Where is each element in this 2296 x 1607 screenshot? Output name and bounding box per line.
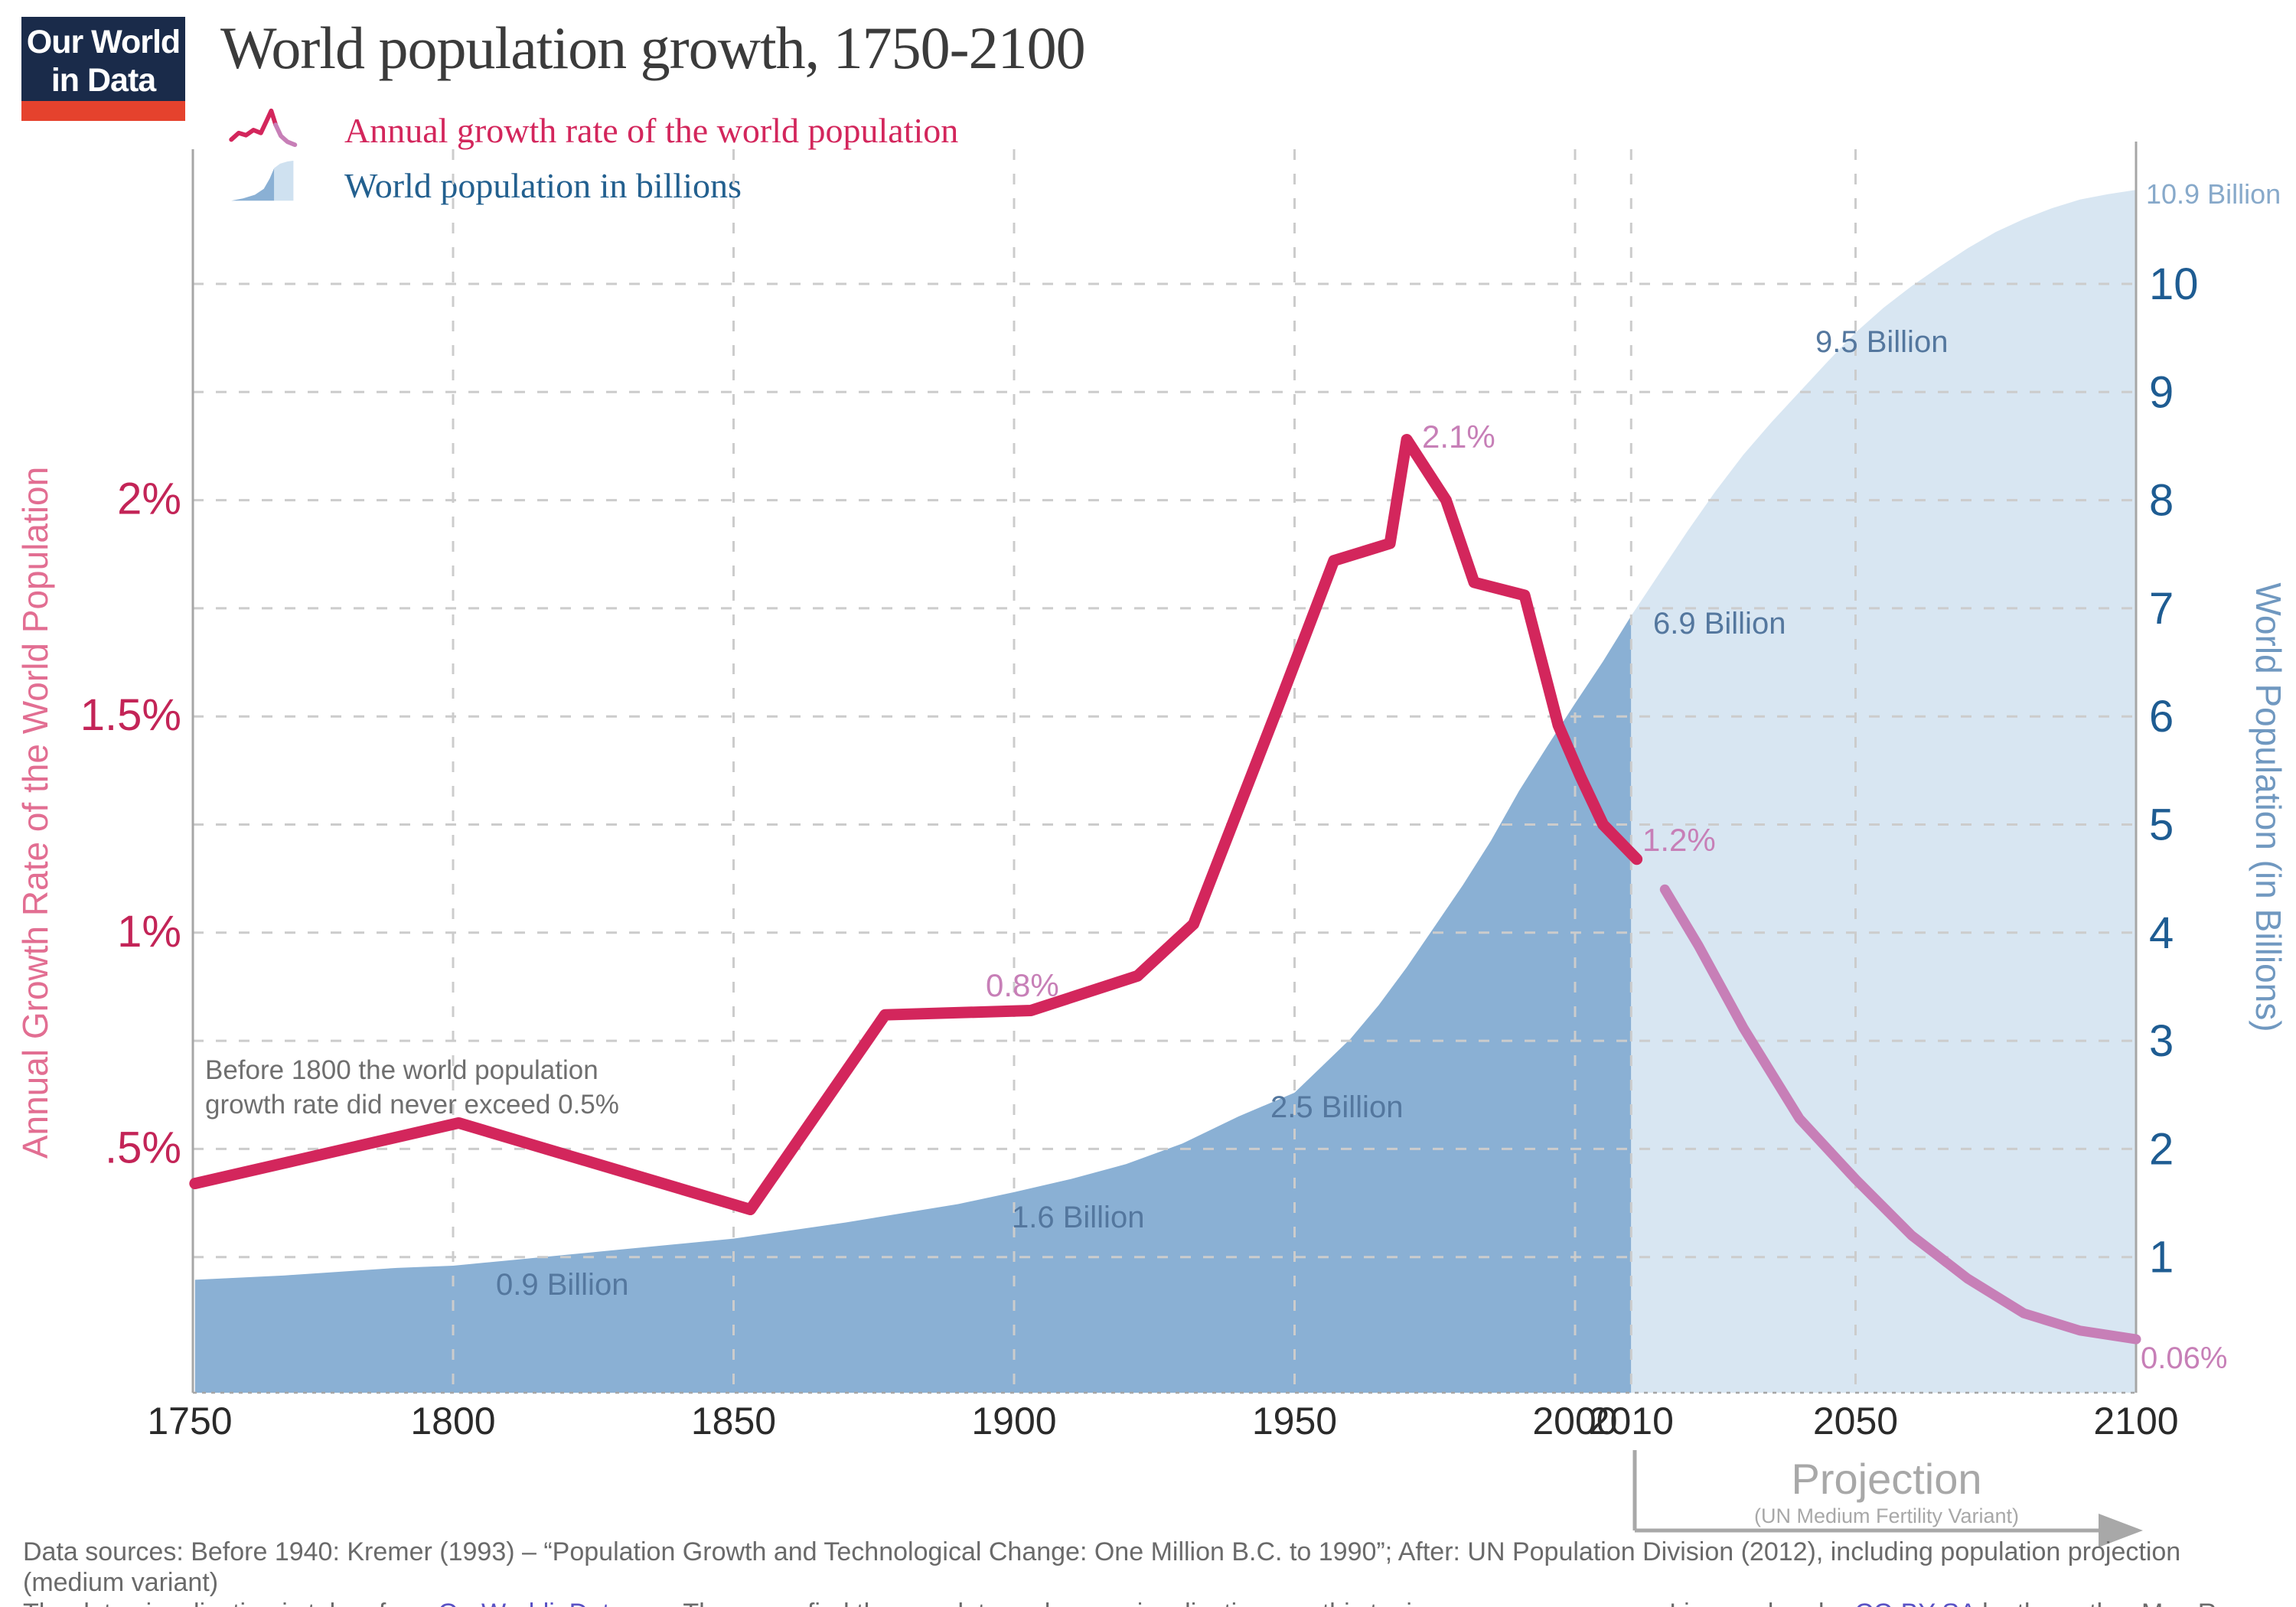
left-tick-2%: 2% <box>117 474 181 524</box>
projection-bracket <box>1632 1450 2143 1547</box>
x-tick-2050: 2050 <box>1813 1400 1898 1442</box>
footer-license-text: Licensed under <box>1669 1599 1854 1607</box>
footer-datasources: Data sources: Before 1940: Kremer (1993)… <box>23 1537 2181 1597</box>
right-tick-8: 8 <box>2149 476 2174 526</box>
right-tick-3: 3 <box>2149 1016 2174 1066</box>
x-tick-2100: 2100 <box>2093 1400 2178 1442</box>
x-tick-1900: 1900 <box>971 1400 1056 1442</box>
legend-population-label: World population in billions <box>344 166 742 205</box>
annotation-rate-1800: 0.8% <box>986 967 1059 1003</box>
x-tick-1800: 1800 <box>410 1400 495 1442</box>
left-tick-1%: 1% <box>117 907 181 957</box>
right-tick-7: 7 <box>2149 584 2174 634</box>
footer: Data sources: Before 1940: Kremer (1993)… <box>23 1537 2273 1607</box>
right-tick-2: 2 <box>2149 1124 2174 1174</box>
footer-attribution-text: The data visualization is taken from <box>23 1599 438 1607</box>
annotation-rate-2100: 0.06% <box>2141 1341 2227 1375</box>
growth-rate-lines <box>189 433 2141 1345</box>
license-link[interactable]: CC-BY-SA <box>1854 1599 1975 1607</box>
owid-logo-text: Our World in Data <box>21 23 185 99</box>
annotation-pop-2050: 9.5 Billion <box>1815 325 1948 359</box>
population-areas <box>194 190 2136 1393</box>
right-tick-10: 10 <box>2149 259 2199 309</box>
annotation-rate-peak: 2.1% <box>1422 419 1495 455</box>
annotation-pop-1950: 2.5 Billion <box>1270 1090 1403 1124</box>
annotation-rate-2010: 1.2% <box>1642 822 1716 858</box>
annotation-pop-1900: 1.6 Billion <box>1012 1201 1144 1234</box>
population-area-icon <box>231 161 294 201</box>
population-area-historical <box>194 615 1632 1393</box>
legend-item-population: World population in billions <box>227 158 958 205</box>
population-area-projection <box>1631 190 2136 1393</box>
legend-growth-label: Annual growth rate of the world populati… <box>344 111 959 150</box>
annotation-pop-2010: 6.9 Billion <box>1653 607 1786 641</box>
annotation-pop-2100: 10.9 Billion <box>2146 178 2281 210</box>
projection-subtitle: (UN Medium Fertility Variant) <box>1754 1504 2019 1527</box>
x-tick-2010: 2010 <box>1589 1400 1674 1442</box>
footer-attribution-tail: . There you find the raw data and more v… <box>669 1599 1432 1607</box>
footer-license-tail: by the author Max Roser. <box>1975 1599 2273 1607</box>
right-tick-6: 6 <box>2149 692 2174 742</box>
x-tick-2000: 2000 <box>1532 1400 1617 1442</box>
right-axis-title: World Population (in Billions) <box>2249 582 2288 1032</box>
left-axis-title: Annual Growth Rate of the World Populati… <box>15 467 55 1159</box>
growth-line-icon <box>229 108 298 148</box>
growth-rate-line-projection <box>1659 884 2141 1345</box>
owid-logo: Our World in Data <box>21 17 185 121</box>
projection-title: Projection <box>1791 1455 1981 1503</box>
left-tick-.5%: .5% <box>105 1123 181 1172</box>
x-tick-1750: 1750 <box>147 1400 232 1442</box>
legend-item-growth-rate: Annual growth rate of the world populati… <box>227 103 958 150</box>
owid-logo-line1: Our World <box>26 24 181 60</box>
annotation-pop-1800: 0.9 Billion <box>496 1268 628 1302</box>
right-tick-9: 9 <box>2149 367 2174 417</box>
right-tick-5: 5 <box>2149 800 2174 850</box>
owid-logo-red-bar <box>21 101 185 121</box>
owid-logo-line2: in Data <box>51 62 156 99</box>
page-title: World population growth, 1750-2100 <box>220 15 1086 81</box>
left-tick-1.5%: 1.5% <box>80 690 181 740</box>
legend: Annual growth rate of the world populati… <box>227 103 958 213</box>
footer-attribution: The data visualization is taken from Our… <box>23 1598 1432 1607</box>
right-tick-1: 1 <box>2149 1233 2174 1283</box>
growth-rate-line-historical <box>189 433 1643 1216</box>
projection-arrow-icon <box>2099 1514 2143 1547</box>
note-line2: growth rate did never exceed 0.5% <box>205 1090 619 1120</box>
x-tick-1950: 1950 <box>1252 1400 1337 1442</box>
axis-tick-labels: 2% 1.5% 1% .5% 10 9 8 7 6 5 4 3 2 1 1750 1800 1850 1900 19… <box>80 259 2199 1442</box>
data-annotations: 0.8% 2.1% 1.2% 0.06% 0.9 Billion 1.6 Billion 2… <box>496 178 2281 1375</box>
right-tick-4: 4 <box>2149 908 2174 958</box>
x-tick-1850: 1850 <box>691 1400 776 1442</box>
note-line1: Before 1800 the world population <box>205 1055 598 1085</box>
footer-license: Licensed under CC-BY-SA by the author Ma… <box>1669 1598 2273 1607</box>
